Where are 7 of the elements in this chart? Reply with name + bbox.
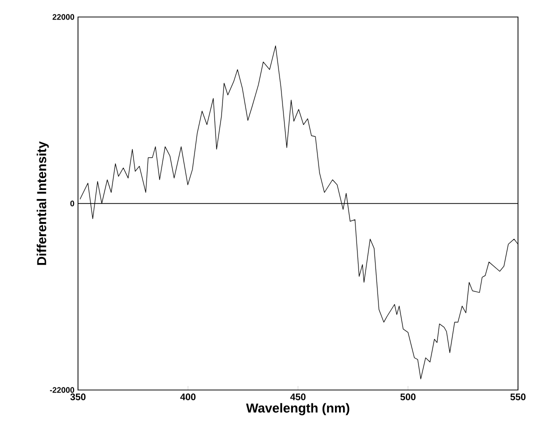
x-tick-label: 400 <box>180 394 196 400</box>
x-tick-label: 450 <box>290 394 306 400</box>
x-tick-label: 350 <box>70 394 86 400</box>
x-tick-label: 500 <box>400 394 416 400</box>
y-axis-title: Differential Intensity <box>36 141 49 265</box>
x-axis-title: Wavelength (nm) <box>246 403 350 416</box>
x-tick-label: 550 <box>510 394 526 400</box>
